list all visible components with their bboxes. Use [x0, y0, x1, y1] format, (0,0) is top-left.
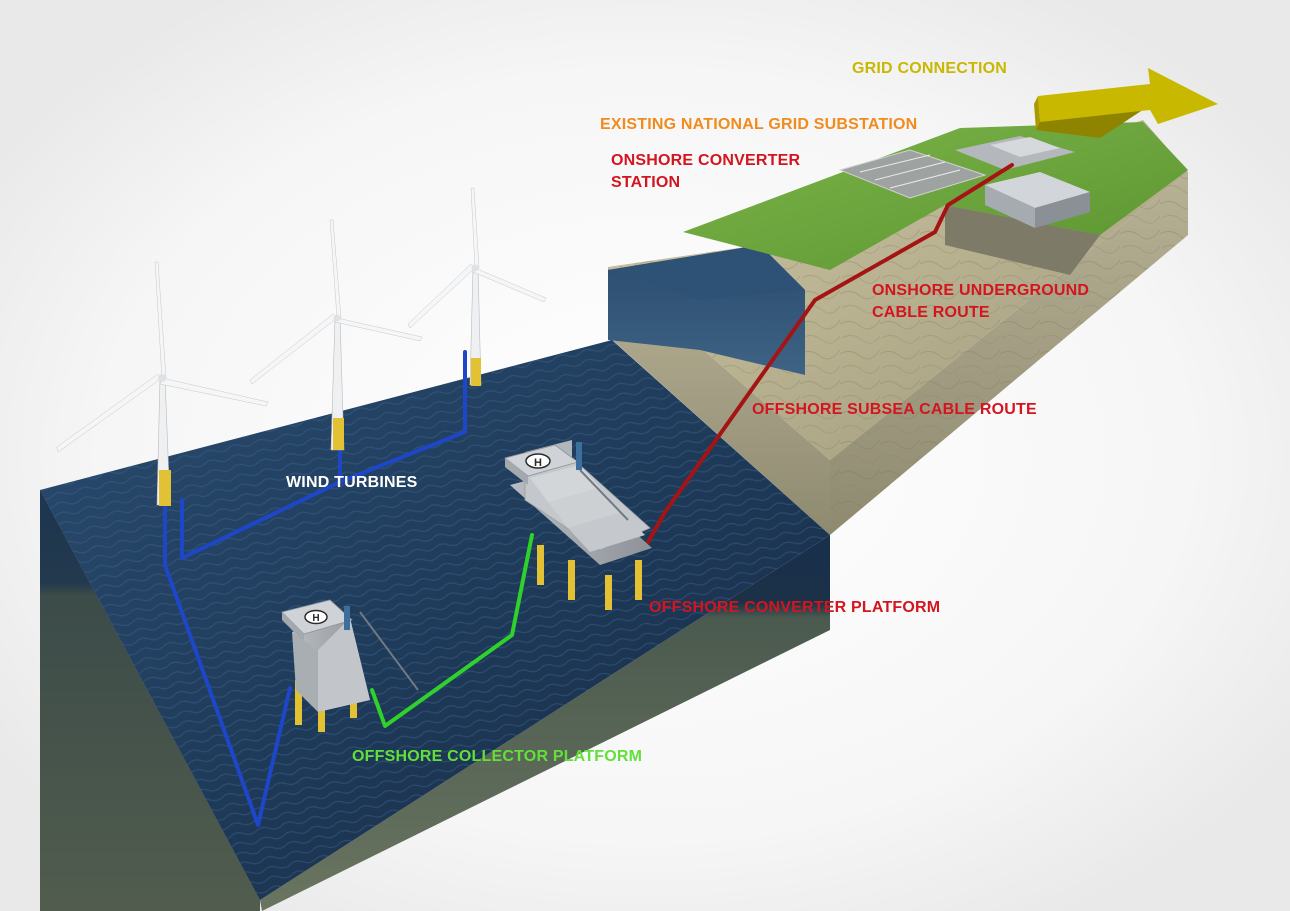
blue-array-cable [163, 488, 292, 827]
offshore-converter-platform-label: OFFSHORE CONVERTER PLATFORM [649, 599, 941, 616]
sea-block [40, 340, 830, 911]
onshore-cable-label-line1: ONSHORE UNDERGROUND [872, 282, 1090, 299]
green-export-cable [370, 533, 534, 728]
offshore-collector-platform: H [281, 599, 419, 732]
turbine-3 [407, 187, 547, 386]
wind-turbines [56, 187, 547, 506]
onshore-converter-building [985, 172, 1090, 228]
red-export-cable [646, 163, 1014, 544]
turbine-1 [56, 261, 269, 506]
turbine-2 [249, 219, 423, 451]
offshore-converter-platform: H [504, 440, 652, 610]
existing-substation-label: EXISTING NATIONAL GRID SUBSTATION [600, 116, 918, 133]
onshore-cable-label-line2: CABLE ROUTE [872, 304, 990, 321]
helipad-icon [525, 453, 551, 469]
onshore-converter-label-line1: ONSHORE CONVERTER [611, 152, 801, 169]
helipad-letter-2: H [312, 613, 319, 624]
land-block [608, 120, 1188, 535]
wind-turbines-label: WIND TURBINES [286, 474, 418, 491]
helipad-letter: H [534, 457, 542, 469]
grass-field [683, 122, 1188, 270]
offshore-subsea-label: OFFSHORE SUBSEA CABLE ROUTE [752, 401, 1037, 418]
helipad-icon-2 [304, 609, 328, 625]
substation-yard [838, 136, 1075, 199]
grid-connection-arrow [1034, 68, 1218, 138]
offshore-collector-platform-label: OFFSHORE COLLECTOR PLATFORM [352, 748, 643, 765]
onshore-converter-label-line2: STATION [611, 174, 681, 191]
grid-connection-label: GRID CONNECTION [852, 60, 1007, 77]
